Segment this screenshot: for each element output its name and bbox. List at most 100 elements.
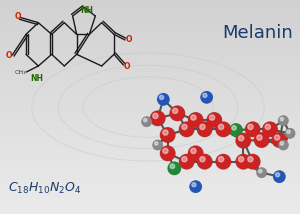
Bar — [0, 143, 300, 144]
Bar — [0, 129, 300, 130]
Bar — [0, 185, 300, 186]
Circle shape — [188, 146, 203, 161]
Text: O: O — [6, 51, 13, 59]
Bar — [0, 30, 300, 31]
Bar — [0, 60, 300, 61]
Bar — [0, 205, 300, 206]
Bar — [0, 72, 300, 73]
Bar — [0, 156, 300, 157]
Bar — [0, 163, 300, 164]
Circle shape — [246, 155, 260, 169]
Bar — [0, 190, 300, 191]
Bar — [0, 135, 300, 136]
Bar — [0, 57, 300, 58]
Bar — [0, 151, 300, 152]
Bar — [0, 202, 300, 203]
Bar — [0, 5, 300, 6]
Bar — [0, 44, 300, 45]
Bar — [0, 140, 300, 141]
Circle shape — [216, 122, 231, 137]
Bar — [0, 83, 300, 84]
Bar — [0, 9, 300, 10]
Bar — [0, 66, 300, 67]
Circle shape — [274, 171, 285, 183]
Bar — [0, 160, 300, 161]
Circle shape — [168, 162, 180, 174]
Bar — [0, 196, 300, 197]
Circle shape — [179, 154, 194, 169]
Circle shape — [154, 142, 158, 145]
Circle shape — [170, 164, 175, 168]
Bar — [0, 166, 300, 167]
Circle shape — [142, 117, 152, 126]
Bar — [0, 51, 300, 52]
Bar — [0, 150, 300, 151]
Bar — [0, 123, 300, 124]
Bar — [0, 204, 300, 205]
Text: O: O — [15, 12, 21, 21]
Bar — [0, 169, 300, 170]
Bar — [0, 104, 300, 105]
Circle shape — [274, 171, 285, 182]
Bar — [0, 145, 300, 146]
Circle shape — [160, 95, 164, 100]
Bar — [0, 212, 300, 213]
Bar — [0, 97, 300, 98]
Bar — [0, 4, 300, 5]
Bar — [0, 152, 300, 153]
Circle shape — [192, 183, 196, 187]
Bar — [0, 161, 300, 162]
Bar — [0, 40, 300, 41]
Bar — [0, 70, 300, 71]
Circle shape — [207, 113, 221, 127]
Bar — [0, 80, 300, 81]
Bar — [0, 170, 300, 171]
Circle shape — [198, 122, 212, 136]
Bar — [0, 24, 300, 25]
Bar — [0, 25, 300, 26]
Circle shape — [200, 124, 205, 129]
Circle shape — [238, 135, 244, 141]
Bar — [0, 195, 300, 196]
Circle shape — [255, 133, 269, 147]
Bar — [0, 76, 300, 77]
Bar — [0, 98, 300, 99]
Circle shape — [279, 140, 288, 150]
Bar — [0, 109, 300, 110]
Circle shape — [218, 157, 224, 162]
Bar — [0, 139, 300, 140]
Circle shape — [153, 140, 162, 150]
Bar — [0, 99, 300, 100]
Bar — [0, 128, 300, 129]
Bar — [0, 124, 300, 125]
Bar — [0, 157, 300, 158]
Circle shape — [190, 181, 201, 192]
Circle shape — [246, 122, 260, 136]
Bar — [0, 184, 300, 185]
Circle shape — [170, 106, 184, 120]
Text: O: O — [124, 61, 130, 70]
Bar — [0, 118, 300, 119]
Circle shape — [197, 122, 212, 137]
Bar — [0, 111, 300, 112]
Bar — [0, 130, 300, 131]
Text: NH: NH — [80, 6, 94, 15]
Bar — [0, 23, 300, 24]
Circle shape — [201, 92, 212, 103]
Bar — [0, 165, 300, 166]
Bar — [0, 18, 300, 19]
Bar — [0, 175, 300, 176]
Bar — [0, 209, 300, 210]
Circle shape — [259, 169, 262, 173]
Bar — [0, 1, 300, 2]
Bar — [0, 58, 300, 59]
Circle shape — [257, 135, 262, 140]
Circle shape — [263, 122, 277, 136]
Bar — [0, 73, 300, 74]
Bar — [0, 33, 300, 34]
Circle shape — [160, 146, 175, 161]
Bar — [0, 94, 300, 95]
Bar — [0, 71, 300, 72]
Circle shape — [238, 157, 244, 162]
Circle shape — [245, 154, 260, 169]
